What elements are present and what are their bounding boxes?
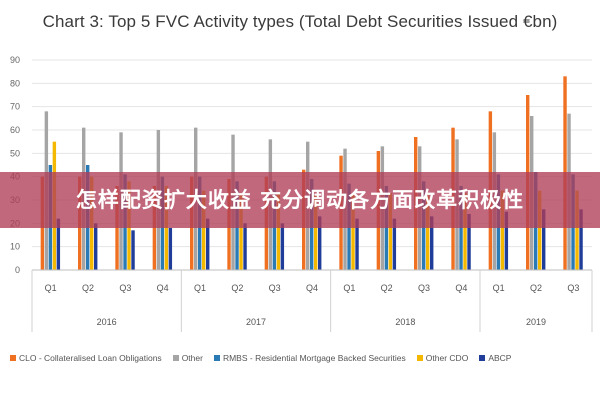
bar	[384, 186, 389, 270]
legend-swatch	[10, 355, 16, 361]
x-tick-label: Q1	[343, 283, 355, 293]
x-tick-label: Q1	[45, 283, 57, 293]
bar	[243, 223, 247, 270]
bar	[206, 218, 210, 270]
legend-swatch	[172, 355, 179, 361]
bar	[351, 193, 355, 270]
x-tick-label: Q3	[119, 283, 131, 293]
bar	[280, 223, 285, 270]
legend-item: Other CDO	[416, 353, 469, 363]
bar	[504, 211, 509, 270]
bar	[115, 186, 119, 270]
x-tick-label: Q2	[82, 283, 94, 293]
bar	[131, 230, 135, 270]
legend-label: CLO - Collateralised Loan Obligations	[19, 353, 162, 363]
year-label: 2018	[395, 317, 415, 327]
chart-title: Chart 3: Top 5 FVC Activity types (Total…	[42, 12, 558, 31]
bar	[318, 216, 322, 270]
bar	[575, 190, 579, 270]
bar	[94, 223, 98, 270]
x-tick-label: Q4	[157, 283, 169, 293]
y-tick-label: 70	[10, 102, 20, 112]
x-tick-label: Q3	[567, 283, 579, 293]
legend-item: RMBS - Residential Mortgage Backed Secur…	[213, 353, 406, 363]
legend-item: CLO - Collateralised Loan Obligations	[10, 353, 162, 363]
year-label: 2016	[97, 317, 117, 327]
overlay-banner-text: 怎样配资扩大收益 充分调动各方面改革积极性	[75, 188, 525, 212]
bar	[276, 193, 281, 270]
bar	[314, 195, 318, 270]
legend-item: Other	[172, 353, 203, 363]
legend-swatch	[479, 355, 486, 361]
legend-swatch	[416, 355, 423, 361]
year-label: 2019	[526, 317, 546, 327]
x-tick-label: Q4	[306, 283, 318, 293]
bar	[56, 218, 61, 270]
bar	[392, 218, 397, 270]
x-tick-label: Q2	[530, 283, 542, 293]
bar	[152, 186, 157, 270]
legend-item: ABCP	[479, 353, 511, 363]
x-tick-label: Q3	[418, 283, 430, 293]
y-tick-label: 80	[10, 78, 20, 88]
bar	[202, 190, 206, 270]
bar	[459, 186, 463, 270]
x-tick-label: Q2	[231, 283, 243, 293]
bar	[467, 214, 471, 270]
x-tick-label: Q1	[194, 283, 206, 293]
y-tick-label: 0	[15, 265, 20, 275]
bar	[579, 209, 583, 270]
y-tick-label: 50	[10, 148, 20, 158]
legend-label: ABCP	[488, 353, 512, 363]
overlay-banner: 怎样配资扩大收益 充分调动各方面改革积极性	[0, 172, 600, 228]
bar	[500, 190, 505, 270]
y-tick-label: 60	[10, 125, 20, 135]
year-label: 2017	[246, 317, 266, 327]
y-tick-label: 90	[10, 55, 20, 65]
bar	[430, 216, 434, 270]
bar	[538, 190, 542, 270]
x-tick-label: Q1	[493, 283, 505, 293]
bar	[463, 193, 467, 270]
chart-legend: CLO - Collateralised Loan Obligations Oth…	[10, 353, 600, 363]
bar	[542, 209, 546, 270]
bar	[355, 218, 359, 270]
legend-swatch	[213, 355, 220, 361]
legend-label: RMBS - Residential Mortgage Backed Secur…	[222, 353, 406, 363]
bar	[164, 186, 169, 270]
x-tick-label: Q2	[381, 283, 393, 293]
legend-label: Other	[181, 353, 203, 363]
bar	[239, 193, 243, 270]
bar	[388, 193, 393, 270]
y-tick-label: 10	[10, 242, 20, 252]
bar	[168, 228, 173, 270]
x-tick-label: Q4	[455, 283, 467, 293]
x-tick-label: Q3	[269, 283, 281, 293]
bar	[426, 195, 430, 270]
legend-label: Other CDO	[425, 353, 469, 363]
